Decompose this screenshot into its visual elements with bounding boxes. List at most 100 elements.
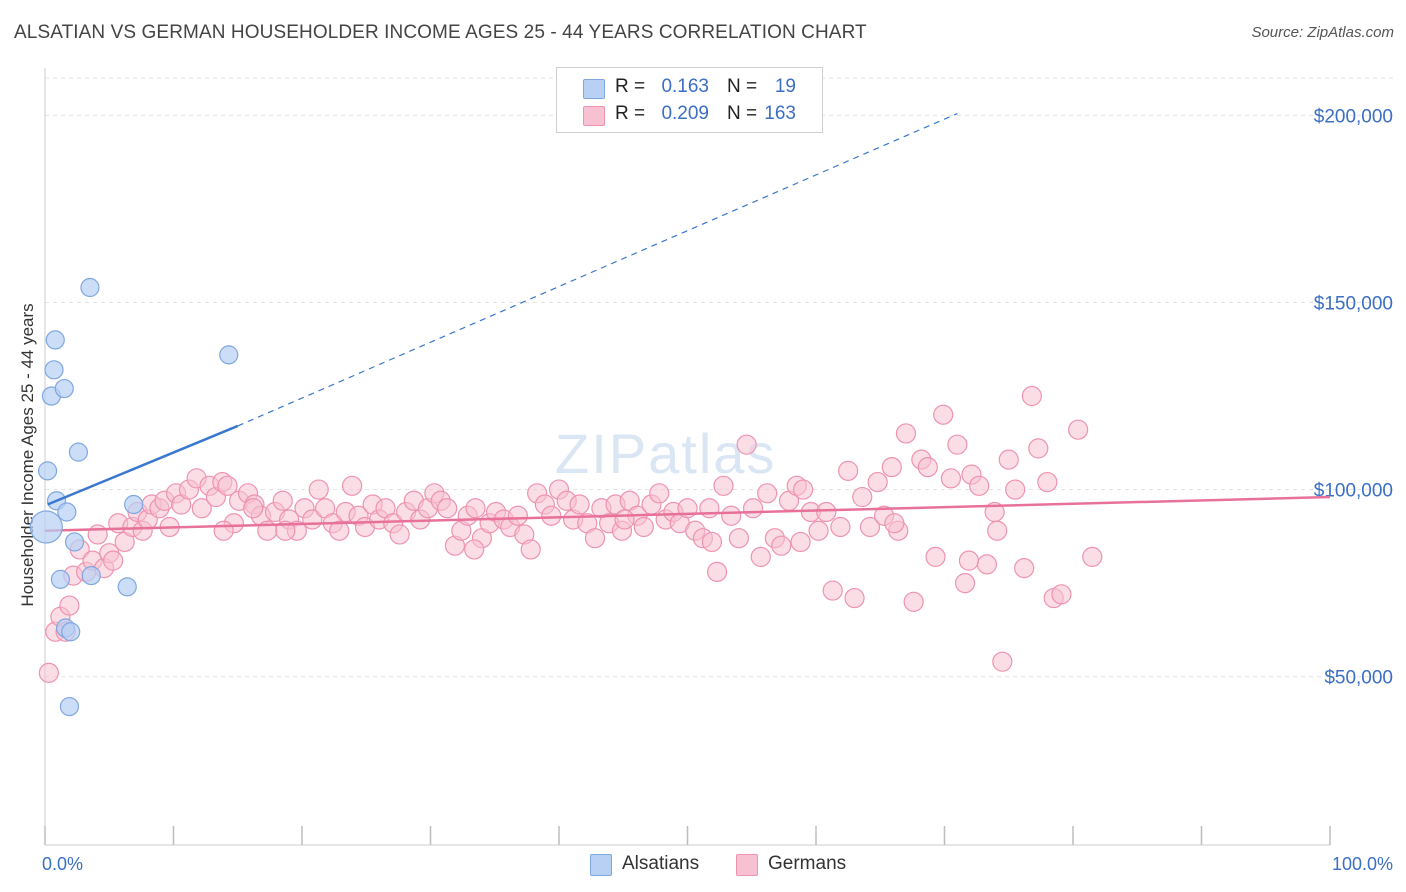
german-point bbox=[437, 498, 458, 519]
german-point bbox=[844, 587, 865, 609]
german-point bbox=[87, 524, 108, 545]
german-point bbox=[816, 501, 837, 523]
alsatian-point bbox=[61, 622, 81, 642]
german-point bbox=[736, 434, 757, 455]
german-point bbox=[706, 561, 728, 582]
german-point bbox=[569, 494, 590, 515]
alsatian-point bbox=[44, 360, 64, 380]
german-point bbox=[917, 457, 938, 478]
german-point bbox=[808, 520, 829, 541]
alsatian-point bbox=[219, 345, 239, 365]
german-point bbox=[713, 475, 734, 496]
german-point bbox=[541, 505, 562, 526]
german-point bbox=[750, 546, 771, 568]
watermark-main: ZIP bbox=[555, 422, 649, 485]
german-point bbox=[867, 471, 888, 493]
german-point bbox=[1082, 546, 1103, 568]
legend-r-label: R = bbox=[615, 103, 646, 124]
german-point bbox=[1021, 385, 1042, 407]
x-tick-label: 100.0% bbox=[1332, 854, 1393, 874]
german-point bbox=[940, 468, 962, 489]
alsatian-point bbox=[117, 577, 137, 597]
source-label: Source: ZipAtlas.com bbox=[1251, 24, 1394, 41]
alsatian-point bbox=[68, 442, 89, 462]
correlation-legend: R = 0.163 N = 19 R = 0.209 N = 163 bbox=[556, 67, 823, 133]
series-legend: Alsatians Germans bbox=[0, 852, 1406, 878]
german-point bbox=[728, 528, 750, 549]
x-tick-label: 0.0% bbox=[42, 854, 83, 874]
legend-r-value: 0.163 bbox=[661, 76, 709, 97]
alsatian-point bbox=[54, 378, 74, 399]
alsatian-trendline bbox=[47, 424, 239, 506]
german-swatch bbox=[583, 106, 605, 126]
german-point bbox=[947, 434, 968, 455]
german-point bbox=[701, 531, 723, 553]
alsatian-point bbox=[29, 510, 63, 544]
watermark: ZIPatlas bbox=[555, 405, 776, 491]
german-point bbox=[191, 498, 212, 519]
legend-n-label: N = bbox=[727, 103, 758, 124]
german-point bbox=[614, 509, 635, 530]
alsatian-swatch bbox=[583, 79, 605, 99]
alsatian-swatch bbox=[590, 854, 612, 876]
german-point bbox=[954, 572, 976, 594]
german-point bbox=[1014, 558, 1035, 579]
y-tick-label: $200,000 bbox=[1314, 106, 1393, 127]
german-point bbox=[699, 498, 720, 519]
german-point bbox=[881, 457, 902, 478]
legend-n-label: N = bbox=[727, 76, 758, 97]
y-tick-label: $50,000 bbox=[1324, 668, 1393, 689]
y-tick-label: $100,000 bbox=[1314, 481, 1393, 502]
alsatian-trendline-extension bbox=[237, 112, 958, 427]
alsatian-point bbox=[50, 569, 71, 589]
legend-r-label: R = bbox=[615, 76, 646, 97]
alsatian-point bbox=[64, 532, 85, 552]
german-point bbox=[243, 498, 264, 519]
german-point bbox=[822, 580, 843, 601]
german-point bbox=[1005, 479, 1026, 500]
german-point bbox=[1068, 419, 1089, 440]
german-point bbox=[721, 505, 742, 526]
german-point bbox=[771, 535, 792, 556]
german-point bbox=[1037, 471, 1058, 493]
german-point bbox=[308, 479, 329, 500]
legend-label-germans: Germans bbox=[768, 853, 847, 874]
german-point bbox=[987, 520, 1008, 541]
alsatian-point bbox=[37, 461, 58, 481]
legend-n-value: 19 bbox=[774, 76, 796, 97]
german-point bbox=[59, 595, 80, 616]
german-point bbox=[757, 483, 778, 504]
watermark-sub: atlas bbox=[648, 422, 777, 485]
german-trendline bbox=[44, 495, 1331, 532]
alsatian-point bbox=[45, 330, 65, 350]
chart-title: ALSATIAN VS GERMAN HOUSEHOLDER INCOME AG… bbox=[14, 22, 867, 43]
german-point bbox=[992, 651, 1013, 672]
german-point bbox=[830, 516, 851, 538]
german-point bbox=[742, 498, 764, 519]
german-point bbox=[1028, 438, 1049, 459]
alsatian-point bbox=[57, 502, 77, 522]
german-point bbox=[852, 486, 873, 508]
german-point bbox=[465, 498, 486, 519]
german-point bbox=[884, 513, 905, 534]
legend-r-value: 0.209 bbox=[661, 103, 709, 124]
legend-n-value: 163 bbox=[764, 103, 796, 124]
german-point bbox=[998, 449, 1019, 470]
german-point bbox=[389, 524, 410, 545]
german-point bbox=[933, 404, 954, 425]
german-point bbox=[272, 490, 293, 511]
german-point bbox=[838, 460, 859, 481]
german-point bbox=[903, 591, 924, 612]
german-point bbox=[958, 550, 980, 571]
german-point bbox=[507, 505, 528, 526]
german-point bbox=[976, 554, 998, 575]
german-point bbox=[895, 423, 917, 444]
german-point bbox=[969, 475, 990, 496]
legend-label-alsatians: Alsatians bbox=[622, 853, 700, 874]
alsatian-point bbox=[124, 494, 144, 515]
german-point bbox=[649, 483, 670, 504]
german-point bbox=[790, 531, 811, 553]
german-point bbox=[584, 528, 606, 549]
alsatian-point bbox=[59, 696, 80, 717]
